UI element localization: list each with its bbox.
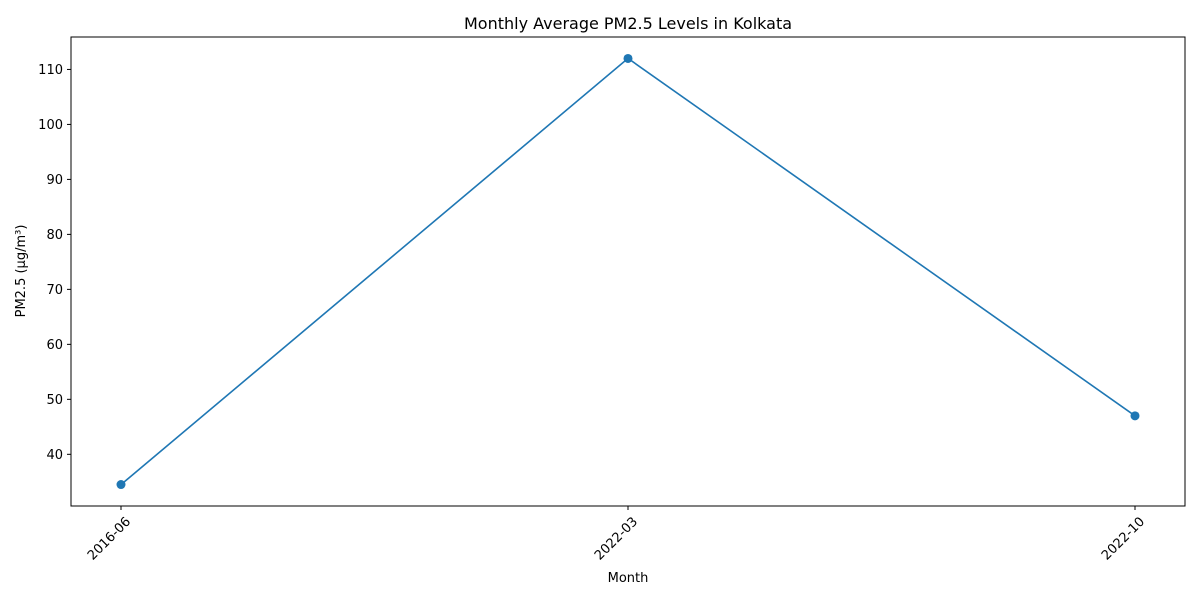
plot-area [70,36,1186,507]
x-axis-ticks: 2016-06 2022-03 2022-10 [85,506,1148,563]
series-line [120,57,1136,486]
y-axis-ticks: 40 50 60 70 80 90 100 110 [38,63,71,463]
y-tick-label: 90 [46,173,63,188]
data-point [1130,411,1140,421]
x-tick-label: 2022-10 [1099,514,1148,563]
data-point [623,53,633,63]
y-tick-label: 50 [46,393,63,408]
x-tick-label: 2016-06 [85,514,134,563]
data-point [116,480,126,490]
chart-title: Monthly Average PM2.5 Levels in Kolkata [464,14,792,33]
y-tick-label: 110 [38,63,63,78]
y-tick-label: 100 [38,118,63,133]
x-axis-label: Month [608,571,649,586]
y-tick-label: 80 [46,228,63,243]
y-tick-label: 60 [46,338,63,353]
series-points [116,53,1140,490]
y-tick-label: 70 [46,283,63,298]
x-tick-label: 2022-03 [592,514,641,563]
y-tick-label: 40 [46,448,63,463]
y-axis-label: PM2.5 (µg/m³) [14,225,29,318]
